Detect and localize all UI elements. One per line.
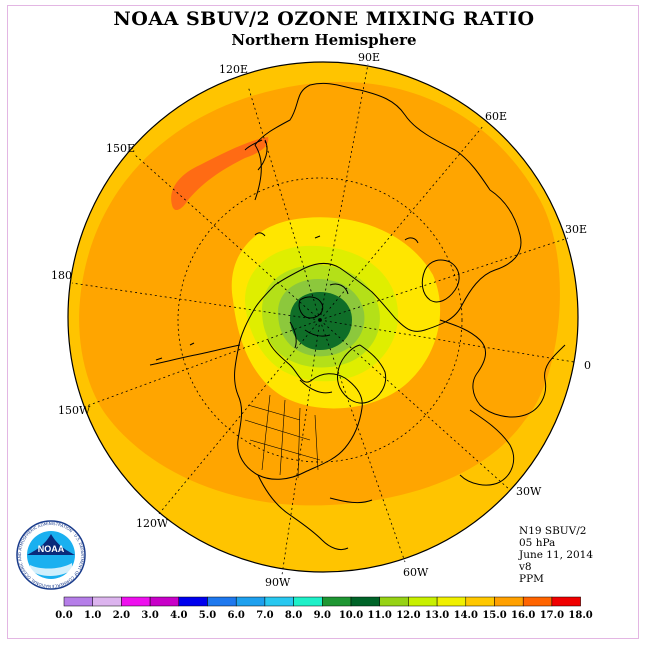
units-label: PPM xyxy=(519,573,544,585)
graticule xyxy=(71,63,575,576)
lon-label-0: 0 xyxy=(584,359,591,372)
lon-label-60e: 60E xyxy=(485,110,507,123)
lon-label-150e: 150E xyxy=(106,142,135,155)
lon-label-180: 180 xyxy=(51,269,72,282)
map-border xyxy=(67,61,579,573)
lon-label-120w: 120W xyxy=(136,517,169,530)
lon-label-90w: 90W xyxy=(265,576,291,589)
satellite-label: N19 SBUV/2 xyxy=(519,525,587,537)
field-15-16 xyxy=(171,137,269,211)
date-label: June 11, 2014 xyxy=(519,549,594,561)
ozone-fields xyxy=(68,62,578,572)
pressure-label: 05 hPa xyxy=(519,537,556,549)
lon-label-90e: 90E xyxy=(358,51,380,64)
page-title: NOAA SBUV/2 OZONE MIXING RATIO xyxy=(113,8,535,30)
lon-label-120e: 120E xyxy=(219,63,248,76)
page-subtitle: Northern Hemisphere xyxy=(231,31,417,49)
page-frame xyxy=(7,5,639,639)
lon-label-60w: 60W xyxy=(403,566,429,579)
version-label: v8 xyxy=(519,561,532,573)
lon-label-30w: 30W xyxy=(516,485,542,498)
info-block: N19 SBUV/2 05 hPa June 11, 2014 v8 PPM xyxy=(519,525,593,585)
lon-label-30e: 30E xyxy=(565,223,587,236)
lon-label-150w: 150W xyxy=(58,404,91,417)
